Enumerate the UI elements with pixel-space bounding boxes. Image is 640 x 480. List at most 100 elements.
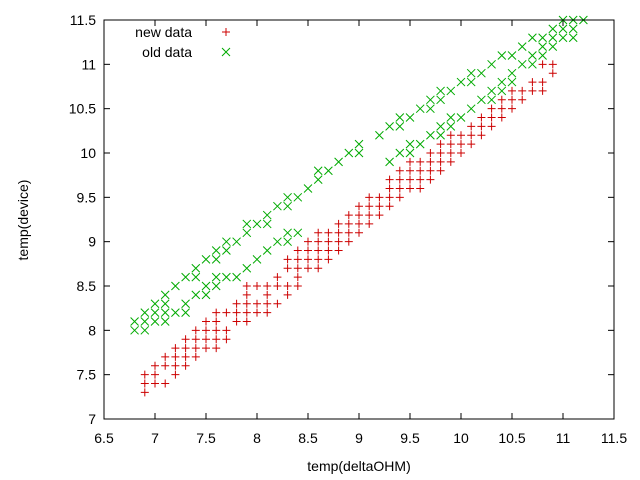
old-data-point bbox=[548, 42, 558, 51]
new-data-point bbox=[355, 219, 363, 228]
old-data-point bbox=[426, 95, 435, 105]
new-data-point bbox=[518, 86, 527, 95]
y-tick-label: 7 bbox=[88, 411, 96, 427]
new-data-point bbox=[140, 388, 149, 397]
old-data-point bbox=[293, 192, 303, 202]
new-data-point bbox=[426, 149, 435, 157]
y-tick-label: 8 bbox=[88, 322, 96, 338]
old-data-point bbox=[538, 33, 547, 43]
old-data-point bbox=[181, 308, 190, 317]
new-data-point bbox=[324, 228, 333, 237]
new-data-point bbox=[304, 264, 312, 273]
new-data-point bbox=[426, 166, 435, 175]
new-data-point bbox=[497, 113, 506, 122]
x-tick-label: 7 bbox=[151, 430, 159, 446]
new-data-point bbox=[528, 78, 537, 87]
old-data-point bbox=[283, 192, 292, 202]
new-data-point bbox=[538, 86, 547, 95]
new-data-point bbox=[416, 157, 425, 166]
new-data-point bbox=[314, 228, 323, 237]
old-data-point bbox=[201, 290, 211, 300]
new-data-point bbox=[548, 69, 557, 78]
old-data-point bbox=[395, 113, 405, 122]
new-data-point bbox=[232, 299, 241, 308]
old-data-point bbox=[262, 210, 272, 220]
old-data-point bbox=[446, 122, 456, 131]
old-data-point bbox=[171, 308, 180, 317]
x-axis-label: temp(deltaOHM) bbox=[307, 458, 410, 474]
new-data-point bbox=[487, 104, 496, 113]
new-data-point bbox=[293, 264, 302, 273]
old-data-point bbox=[140, 317, 150, 326]
new-data-point bbox=[140, 379, 149, 388]
new-data-point bbox=[171, 370, 180, 379]
new-data-point bbox=[446, 131, 455, 140]
old-data-point bbox=[568, 24, 578, 34]
new-data-point bbox=[242, 282, 251, 290]
new-data-point bbox=[314, 255, 323, 264]
new-data-point bbox=[508, 95, 516, 104]
new-data-point bbox=[548, 60, 557, 69]
new-data-point bbox=[334, 237, 343, 246]
old-data-point bbox=[548, 33, 558, 43]
new-data-point bbox=[202, 317, 210, 326]
new-data-point bbox=[395, 166, 404, 175]
new-data-point bbox=[355, 211, 363, 220]
old-data-point bbox=[344, 148, 354, 158]
legend-marker-old-data bbox=[221, 47, 231, 57]
new-data-point bbox=[467, 131, 476, 140]
old-data-point bbox=[211, 272, 221, 282]
old-data-point bbox=[385, 157, 394, 167]
new-data-point bbox=[161, 352, 170, 361]
new-data-point bbox=[436, 149, 445, 157]
new-data-point bbox=[344, 219, 353, 228]
old-data-point bbox=[222, 246, 231, 255]
new-data-point bbox=[222, 308, 231, 317]
new-data-point bbox=[426, 157, 435, 166]
old-data-point bbox=[426, 104, 435, 114]
old-data-point bbox=[558, 24, 568, 34]
x-tick-label: 9 bbox=[355, 430, 363, 446]
new-data-point bbox=[508, 86, 516, 95]
old-data-point bbox=[487, 86, 496, 96]
old-data-point bbox=[262, 246, 272, 255]
new-data-point bbox=[324, 237, 333, 246]
new-data-point bbox=[508, 104, 516, 113]
old-data-point bbox=[415, 104, 425, 114]
old-data-point bbox=[446, 113, 456, 122]
new-data-point bbox=[344, 237, 353, 246]
old-data-point bbox=[568, 33, 578, 43]
new-data-point bbox=[232, 317, 241, 326]
new-data-point bbox=[212, 317, 221, 326]
new-data-point bbox=[273, 273, 282, 282]
new-data-point bbox=[406, 166, 414, 175]
old-data-point bbox=[466, 104, 476, 114]
new-data-point bbox=[477, 113, 486, 122]
old-data-point bbox=[160, 290, 170, 300]
new-data-point bbox=[263, 299, 272, 308]
data-points bbox=[130, 15, 588, 397]
old-data-point bbox=[150, 317, 160, 326]
new-data-point bbox=[375, 202, 384, 211]
new-data-point bbox=[477, 122, 486, 131]
new-data-point bbox=[222, 326, 231, 335]
new-data-point bbox=[385, 184, 394, 193]
new-data-point bbox=[416, 184, 425, 193]
new-data-point bbox=[416, 166, 425, 175]
new-data-point bbox=[375, 193, 384, 202]
new-data-point bbox=[151, 379, 159, 388]
old-data-point bbox=[528, 59, 537, 69]
new-data-point bbox=[253, 299, 261, 308]
x-tick-label: 7.5 bbox=[196, 430, 216, 446]
new-data-point bbox=[365, 202, 374, 211]
new-data-point bbox=[477, 131, 486, 140]
new-data-point bbox=[324, 255, 333, 264]
legend-marker-new-data bbox=[222, 28, 230, 36]
old-data-point bbox=[375, 130, 384, 140]
new-data-point bbox=[304, 237, 312, 246]
new-data-point bbox=[202, 326, 210, 335]
new-data-point bbox=[538, 78, 547, 87]
new-data-point bbox=[191, 352, 200, 361]
new-data-point bbox=[446, 140, 455, 149]
